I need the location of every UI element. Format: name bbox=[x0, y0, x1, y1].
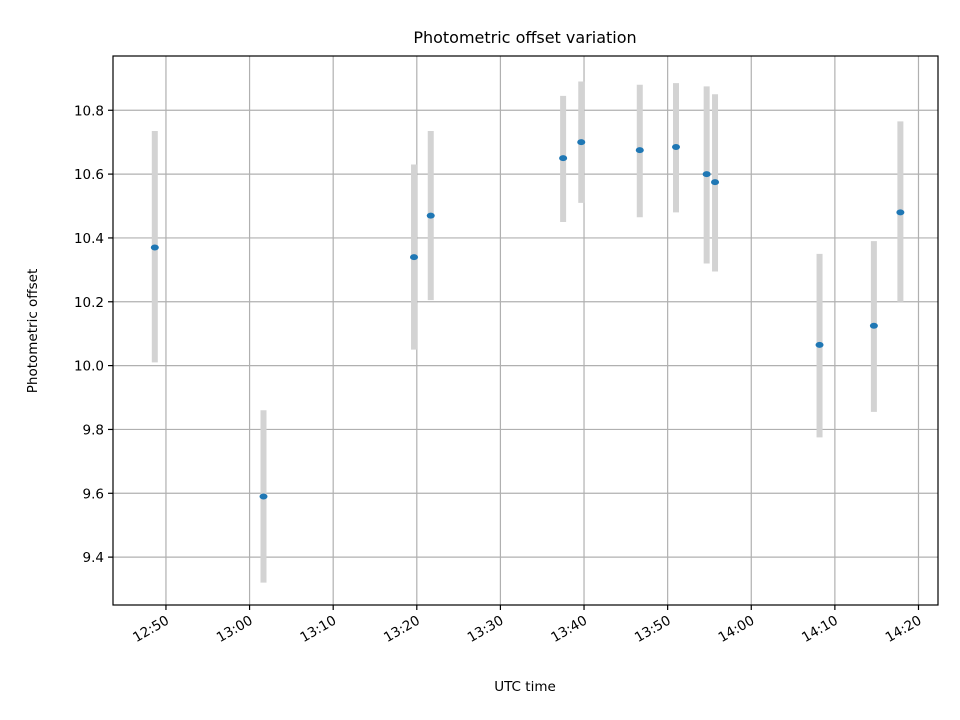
data-points bbox=[150, 139, 905, 500]
x-axis-label: UTC time bbox=[494, 679, 556, 695]
data-point bbox=[259, 493, 268, 500]
y-tick-label: 10.8 bbox=[74, 103, 104, 119]
y-axis-label: Photometric offset bbox=[25, 269, 41, 393]
y-axis-ticks: 9.4 9.6 9.8 10.0 10.2 10.4 10.6 10.8 bbox=[74, 103, 113, 566]
data-point bbox=[577, 139, 586, 146]
data-point bbox=[815, 341, 824, 348]
data-point bbox=[410, 254, 419, 261]
data-point bbox=[426, 212, 435, 219]
data-point bbox=[635, 147, 644, 154]
data-point bbox=[702, 171, 711, 178]
y-tick-label: 9.4 bbox=[83, 550, 104, 566]
data-point bbox=[672, 143, 681, 150]
data-point bbox=[559, 155, 568, 162]
data-point bbox=[711, 179, 720, 186]
y-tick-label: 10.4 bbox=[74, 231, 104, 247]
y-tick-label: 9.8 bbox=[83, 422, 104, 438]
y-tick-label: 10.6 bbox=[74, 167, 104, 183]
data-point bbox=[896, 209, 905, 216]
y-tick-label: 9.6 bbox=[83, 486, 104, 502]
data-point bbox=[150, 244, 159, 251]
plot-frame bbox=[112, 55, 939, 606]
y-tick-label: 10.0 bbox=[74, 359, 104, 375]
chart-title: Photometric offset variation bbox=[413, 28, 636, 47]
y-tick-label: 10.2 bbox=[74, 295, 104, 311]
data-point bbox=[869, 322, 878, 329]
